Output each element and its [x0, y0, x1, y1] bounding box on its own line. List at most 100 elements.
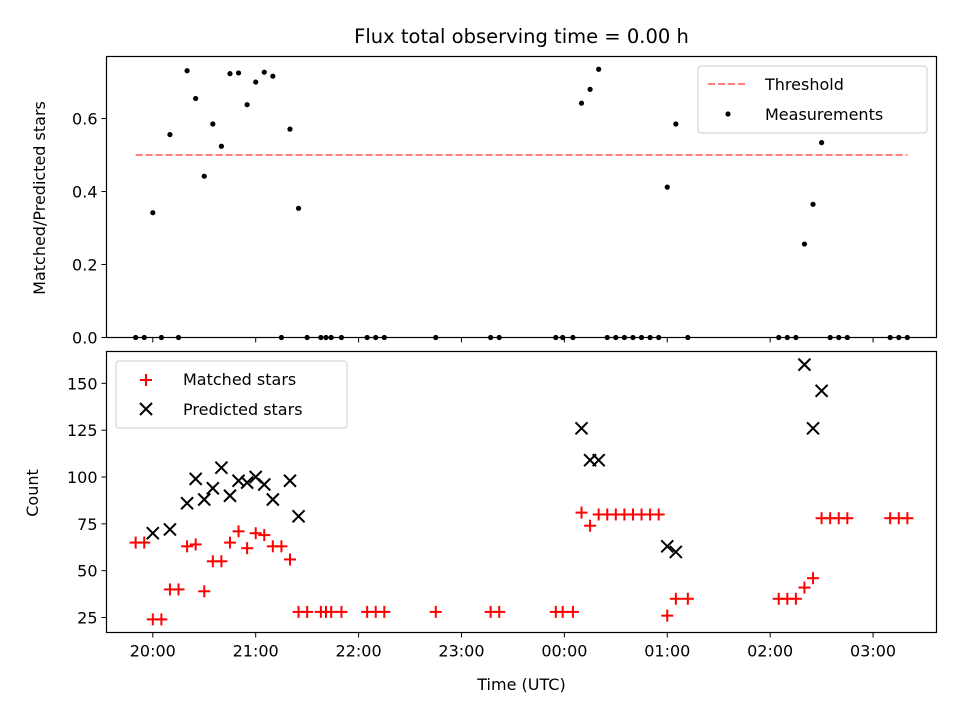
- matched-star-point: [493, 605, 506, 618]
- measurement-point: [287, 126, 293, 132]
- matched-star-point: [301, 605, 314, 618]
- matched-star-point: [429, 605, 442, 618]
- matched-star-point: [181, 540, 194, 553]
- matched-star-point: [155, 613, 168, 626]
- predicted-star-point: [806, 421, 820, 436]
- measurement-point: [819, 140, 825, 146]
- matched-star-point: [335, 605, 348, 618]
- bottom-y-tick-label: 25: [77, 609, 97, 628]
- top-legend: Threshold Measurements: [697, 65, 928, 134]
- top-legend-box: [697, 65, 928, 134]
- matched-star-point: [215, 555, 228, 568]
- measurement-point: [235, 70, 242, 76]
- legend-threshold-label: Threshold: [764, 75, 844, 94]
- predicted-star-point: [669, 545, 683, 559]
- predicted-star-point: [223, 489, 237, 503]
- top-panel-ylabel: Matched/Predicted stars: [30, 101, 49, 295]
- measurement-point: [596, 66, 602, 72]
- matched-star-point: [681, 592, 694, 605]
- bottom-y-tick-label: 100: [67, 468, 98, 487]
- legend-measurements-label: Measurements: [765, 105, 883, 124]
- matched-star-point: [223, 536, 236, 549]
- measurement-point: [150, 210, 156, 216]
- matched-star-point: [232, 525, 245, 538]
- bottom-x-ticks: 20:00 21:00 22:00 23:00 00:00 01:00 02:00 03:00: [130, 632, 896, 661]
- top-panel-frame: [105, 55, 938, 339]
- predicted-star-point: [266, 492, 280, 507]
- matched-star-point: [841, 512, 854, 525]
- legend-predicted-label: Predicted stars: [183, 400, 303, 419]
- predicted-star-point: [591, 453, 606, 467]
- bottom-panel-xlabel: Time (UTC): [476, 675, 565, 694]
- top-panel-title: Flux total observing time = 0.00 h: [354, 25, 689, 48]
- measurement-point: [270, 73, 276, 79]
- matched-star-point: [172, 583, 185, 596]
- matched-star-point: [575, 506, 588, 519]
- predicted-star-point: [574, 421, 589, 436]
- predicted-star-point: [163, 522, 177, 537]
- predicted-star-point: [188, 472, 203, 486]
- measurement-point: [253, 79, 259, 85]
- bottom-y-tick-label: 75: [77, 515, 97, 534]
- matched-star-point: [789, 592, 802, 605]
- matched-star-point: [189, 538, 202, 551]
- bottom-legend-box: [115, 360, 348, 429]
- matched-star-point: [198, 585, 211, 598]
- measurement-point: [184, 68, 190, 74]
- measurement-point: [210, 121, 216, 127]
- top-y-tick-label: 0.6: [72, 110, 97, 129]
- top-y-tick-label: 0.0: [72, 329, 97, 348]
- predicted-star-point: [660, 539, 674, 554]
- matched-star-point: [652, 508, 665, 521]
- bottom-x-tick-label: 23:00: [438, 642, 484, 661]
- matched-star-point: [584, 519, 597, 532]
- predicted-star-point: [797, 357, 812, 372]
- matched-star-point: [138, 536, 151, 549]
- matched-star-point: [661, 609, 674, 622]
- bottom-y-tick-label: 125: [67, 421, 98, 440]
- predicted-star-point: [206, 481, 220, 495]
- bottom-x-tick-label: 00:00: [541, 642, 587, 661]
- matched-star-point: [669, 592, 682, 605]
- matched-star-points: [129, 506, 914, 626]
- legend-measurements-swatch: [725, 111, 731, 117]
- measurement-point: [201, 173, 207, 179]
- measurement-point: [218, 143, 224, 149]
- bottom-x-tick-label: 21:00: [233, 642, 279, 661]
- measurement-point: [578, 100, 585, 106]
- predicted-star-point: [197, 492, 211, 507]
- top-y-ticks: 0.0 0.2 0.4 0.6: [72, 110, 107, 348]
- measurement-point: [664, 184, 670, 190]
- measurement-point: [295, 205, 302, 211]
- predicted-star-point: [240, 475, 254, 490]
- bottom-panel-ylabel: Count: [23, 469, 42, 517]
- matched-star-point: [258, 529, 271, 542]
- matched-star-point: [283, 553, 296, 566]
- top-y-tick-label: 0.4: [72, 183, 97, 202]
- measurement-point: [810, 201, 816, 207]
- legend-matched-swatch: [140, 374, 152, 386]
- bottom-x-tick-label: 22:00: [336, 642, 382, 661]
- bottom-y-tick-label: 50: [77, 562, 97, 581]
- measurement-point: [193, 95, 199, 102]
- legend-matched-label: Matched stars: [183, 370, 296, 389]
- measurement-point: [587, 86, 593, 92]
- measurement-point: [244, 102, 250, 108]
- bottom-panel: Count Time (UTC) 25 50 75 100 125 150 20:00 21…: [23, 350, 938, 694]
- top-panel: Flux total observing time = 0.00 h Match…: [30, 25, 938, 348]
- bottom-y-ticks: 25 50 75 100 125 150: [67, 374, 107, 628]
- measurement-point: [227, 71, 233, 77]
- matched-star-point: [378, 605, 391, 618]
- top-y-tick-label: 0.2: [72, 256, 97, 275]
- bottom-panel-frame: [105, 350, 938, 634]
- predicted-star-point: [214, 460, 229, 475]
- predicted-star-point: [283, 474, 297, 488]
- predicted-star-point: [180, 496, 194, 510]
- top-x-ticks: [152, 337, 874, 343]
- bottom-x-tick-label: 20:00: [130, 642, 176, 661]
- matched-star-point: [901, 512, 914, 525]
- predicted-star-points: [146, 357, 829, 559]
- bottom-y-tick-label: 150: [67, 374, 98, 393]
- bottom-x-tick-label: 03:00: [850, 642, 896, 661]
- matched-star-point: [241, 542, 254, 555]
